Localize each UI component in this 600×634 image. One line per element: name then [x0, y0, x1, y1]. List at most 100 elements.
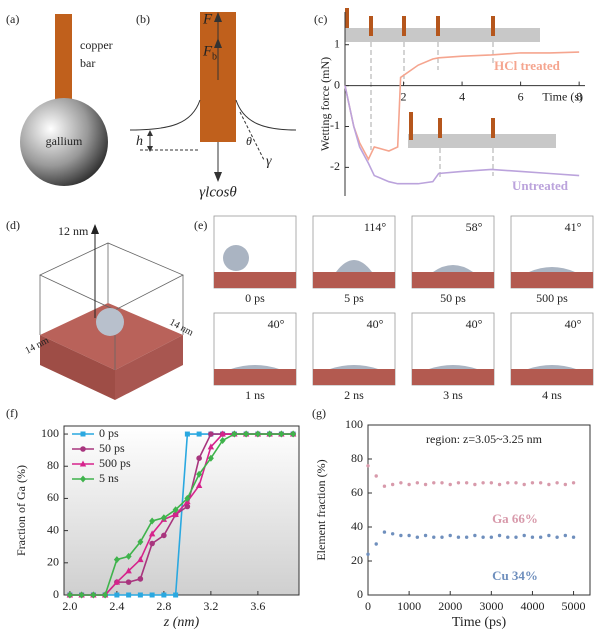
plot-frame — [367, 424, 591, 596]
x-tick-label: 5000 — [562, 599, 586, 613]
substrate — [511, 369, 593, 385]
series-line — [344, 85, 580, 185]
x-tick-label: 2.8 — [156, 599, 171, 613]
y-axis-label: Element fraction (%) — [314, 459, 328, 560]
marker — [266, 430, 273, 438]
series-label: Untreated — [512, 178, 569, 193]
panel-label: (f) — [6, 406, 18, 420]
marker — [423, 533, 428, 538]
meniscus — [129, 99, 201, 131]
marker — [489, 481, 494, 485]
marker — [563, 533, 568, 538]
inset-bar — [409, 112, 413, 140]
marker — [497, 533, 502, 538]
marker — [113, 578, 121, 585]
sphere-label: gallium — [46, 134, 83, 148]
arrowhead — [91, 224, 99, 234]
droplet — [231, 365, 279, 369]
marker — [366, 552, 370, 556]
marker — [530, 481, 535, 485]
tension-label: γ — [266, 154, 272, 169]
x-axis-label: Time (s) — [542, 89, 583, 103]
inset-bar — [369, 16, 373, 36]
marker — [497, 482, 502, 487]
marker — [113, 556, 120, 564]
marker — [530, 535, 535, 539]
y-tick-label: 40 — [351, 519, 363, 533]
marker — [208, 431, 214, 437]
inset-bar — [491, 118, 495, 138]
panel-a: (a) copper bar gallium — [6, 12, 113, 186]
marker — [172, 506, 179, 514]
marker — [219, 436, 226, 444]
x-axis-label: Time (ps) — [452, 615, 507, 630]
wetting-label: γlcosθ — [199, 184, 237, 200]
marker — [102, 591, 109, 599]
x-tick-label: 2000 — [438, 599, 462, 613]
angle-label: 41° — [565, 220, 582, 234]
angle-label: 114° — [364, 220, 387, 234]
series-label: HCl treated — [494, 58, 561, 73]
x-tick-label: 4000 — [520, 599, 544, 613]
marker — [481, 481, 485, 485]
legend-label: 500 ps — [99, 456, 131, 470]
buoyancy-label: F — [202, 43, 213, 59]
substrate — [511, 272, 593, 288]
panel-b: (b) F F b h θ γ γlcosθ — [129, 11, 297, 200]
marker — [196, 470, 203, 478]
x-tick-label: 0 — [365, 599, 371, 613]
droplet — [330, 365, 378, 369]
slab-side — [40, 335, 115, 400]
panel-c-insets — [345, 8, 556, 178]
x-tick-label: 2.4 — [109, 599, 124, 613]
marker — [382, 530, 387, 534]
inset-bar — [438, 118, 442, 138]
marker — [278, 430, 285, 438]
marker — [374, 542, 378, 546]
marker — [219, 430, 226, 437]
bar-label: copper — [80, 38, 113, 52]
marker — [506, 535, 510, 539]
bar-label: bar — [80, 56, 95, 70]
inset-bar — [402, 16, 406, 36]
marker — [160, 514, 167, 522]
marker — [407, 533, 411, 538]
marker — [440, 481, 444, 485]
x-axis-label: z (nm) — [163, 615, 200, 630]
marker — [555, 535, 559, 539]
angle-label: 58° — [466, 220, 483, 234]
marker — [399, 533, 403, 538]
y-tick-label: 1 — [334, 36, 340, 50]
marker — [407, 482, 411, 487]
time-label: 1 ns — [245, 388, 265, 402]
marker — [382, 484, 387, 488]
marker — [522, 482, 526, 487]
marker — [207, 443, 215, 450]
x-tick-label: 2 — [401, 89, 407, 103]
gallium-sphere — [20, 98, 108, 186]
marker — [473, 533, 477, 538]
panel-e: (e) 0 ps 5 ps 114° 50 ps 58° 500 ps 41° 1 ns 40°… — [194, 215, 594, 402]
marker — [207, 454, 214, 462]
marker — [173, 592, 179, 598]
marker — [432, 481, 436, 485]
y-tick-label: 20 — [351, 553, 363, 567]
marker — [547, 482, 551, 487]
arrowhead — [214, 38, 222, 48]
y-tick-label: 0 — [53, 587, 59, 601]
marker — [538, 481, 543, 485]
inset-bar — [491, 16, 495, 36]
arrowhead — [214, 12, 222, 22]
marker — [415, 535, 420, 539]
angle-label: 40° — [367, 317, 384, 331]
buoyancy-sub: b — [212, 51, 217, 62]
inset-bar — [436, 16, 440, 36]
slab-side — [115, 335, 183, 400]
y-axis-label: Fraction of Ga (%) — [14, 465, 28, 556]
slab-top — [40, 303, 183, 370]
x-tick-label: 3.6 — [250, 599, 265, 613]
substrate — [214, 272, 296, 288]
marker — [571, 535, 576, 539]
